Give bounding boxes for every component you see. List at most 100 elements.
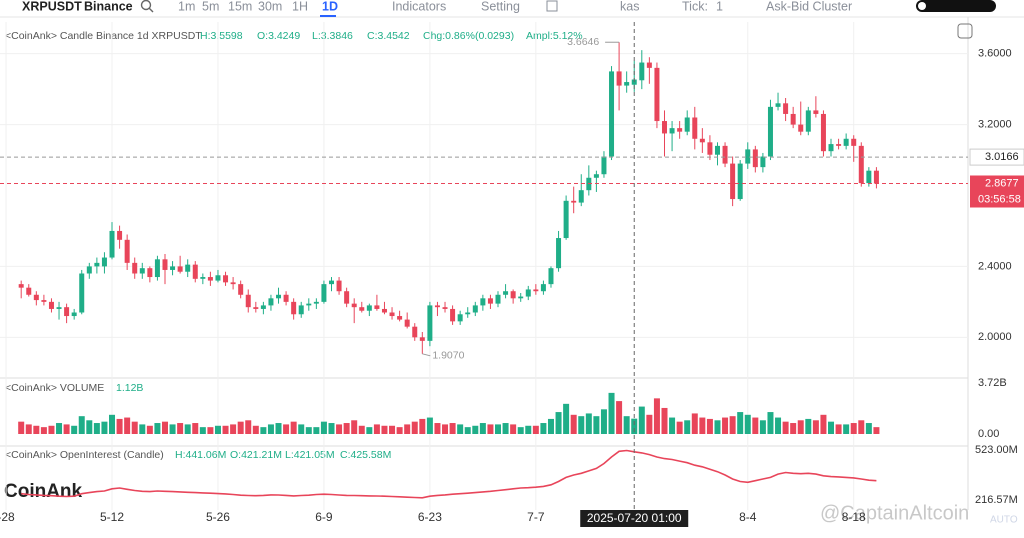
candle-body xyxy=(268,298,274,306)
volume-bar xyxy=(532,425,539,434)
volume-readout: 1.12B xyxy=(116,382,143,394)
ref-price-label: 3.0166 xyxy=(985,151,1019,163)
candle-body xyxy=(714,145,720,155)
volume-bar xyxy=(290,421,297,434)
interval-button[interactable]: 1H xyxy=(292,0,308,13)
indicators-button[interactable]: Indicators xyxy=(392,0,446,13)
volume-bar xyxy=(116,418,123,434)
interval-button[interactable]: 1m xyxy=(178,0,195,13)
volume-bar xyxy=(744,414,751,434)
ref-price-badge xyxy=(969,148,1024,166)
volume-legend: <CoinAnk> VOLUME xyxy=(5,382,104,394)
volume-bar xyxy=(71,425,78,434)
candle-body xyxy=(397,316,403,320)
candle-body xyxy=(86,266,92,274)
oi-readout: O:421.21M xyxy=(230,449,282,461)
volume-bar xyxy=(714,420,721,434)
candle-body xyxy=(359,307,365,311)
volume-bar xyxy=(517,427,524,434)
candle-body xyxy=(843,138,849,146)
volume-bar xyxy=(40,427,47,434)
oi-tick-label: 216.57M xyxy=(975,494,1018,506)
toggle[interactable] xyxy=(916,0,996,12)
candle-body xyxy=(873,170,879,184)
candle-body xyxy=(291,301,297,315)
y-tick-label: 2.0000 xyxy=(978,331,1012,343)
exchange[interactable]: Binance xyxy=(84,0,133,13)
candle-body xyxy=(328,280,334,285)
cluster-button[interactable]: Ask-Bid Cluster xyxy=(766,0,852,13)
tick-label: Tick: xyxy=(682,0,708,13)
candle-body xyxy=(192,264,198,279)
volume-bar xyxy=(78,416,85,434)
candle-body xyxy=(836,144,842,146)
candle-body xyxy=(601,156,607,175)
candle-body xyxy=(775,103,781,107)
candle-body xyxy=(563,200,569,239)
volume-bar xyxy=(646,414,653,434)
candle-body xyxy=(18,284,24,288)
volume-bar xyxy=(177,423,184,434)
volume-bar xyxy=(63,424,70,434)
candle-body xyxy=(139,268,145,274)
candle-body xyxy=(306,303,312,306)
candle-body xyxy=(556,238,562,269)
symbol[interactable]: XRPUSDT xyxy=(22,0,82,13)
volume-bar xyxy=(146,425,153,434)
layout-icon[interactable] xyxy=(546,0,558,12)
candle-body xyxy=(124,239,130,263)
candle-body xyxy=(253,307,259,309)
candle-body xyxy=(624,82,630,86)
volume-bar xyxy=(578,416,585,434)
volume-bar xyxy=(426,417,433,434)
layout-name[interactable]: kas xyxy=(620,0,639,13)
volume-bar xyxy=(434,423,441,434)
candle-body xyxy=(313,301,319,304)
candle-body xyxy=(79,273,85,313)
candle-body xyxy=(94,262,100,267)
candle-body xyxy=(692,117,698,139)
volume-bar xyxy=(638,406,645,434)
crosshair-label: 2025-07-20 01:00 xyxy=(587,511,682,525)
search-icon[interactable] xyxy=(140,0,152,11)
volume-bar xyxy=(653,398,660,434)
candle-body xyxy=(851,138,857,146)
auto-button[interactable]: AUTO xyxy=(990,515,1018,526)
ohlc-readout: C:3.4542 xyxy=(367,30,410,42)
tick-value[interactable]: 1 xyxy=(716,0,723,13)
volume-bar xyxy=(729,416,736,434)
candle-body xyxy=(737,163,743,200)
setting-button[interactable]: Setting xyxy=(481,0,520,13)
interval-button[interactable]: 15m xyxy=(228,0,252,13)
candle-body xyxy=(790,113,796,125)
interval-button[interactable]: 30m xyxy=(258,0,282,13)
crosshair-badge xyxy=(580,510,689,527)
volume-bar xyxy=(464,427,471,434)
screenshot-button[interactable] xyxy=(957,23,973,39)
x-tick-label: 8-18 xyxy=(842,510,866,524)
candle-body xyxy=(525,289,531,297)
candle-body xyxy=(109,230,115,258)
ohlc-readout: L:3.3846 xyxy=(312,30,353,42)
candle-body xyxy=(465,312,471,315)
x-tick-label: 5-12 xyxy=(100,510,124,524)
volume-bar xyxy=(805,418,812,434)
interval-button[interactable]: 1D xyxy=(322,0,338,13)
volume-bar xyxy=(169,424,176,434)
volume-tick-label: 3.72B xyxy=(978,377,1007,389)
interval-button[interactable]: 5m xyxy=(202,0,219,13)
volume-bar xyxy=(411,421,418,434)
volume-bar xyxy=(828,421,835,434)
candle-body xyxy=(813,110,819,114)
watermark: CoinAnk xyxy=(4,481,83,502)
x-tick-label: 8-4 xyxy=(739,510,757,524)
volume-bar xyxy=(154,423,161,434)
x-tick-label: 6-9 xyxy=(315,510,333,524)
volume-bar xyxy=(343,423,350,434)
volume-bar xyxy=(336,424,343,434)
candle-body xyxy=(707,142,713,155)
volume-bar xyxy=(86,420,93,434)
candle-body xyxy=(662,121,668,134)
volume-bar xyxy=(457,424,464,434)
